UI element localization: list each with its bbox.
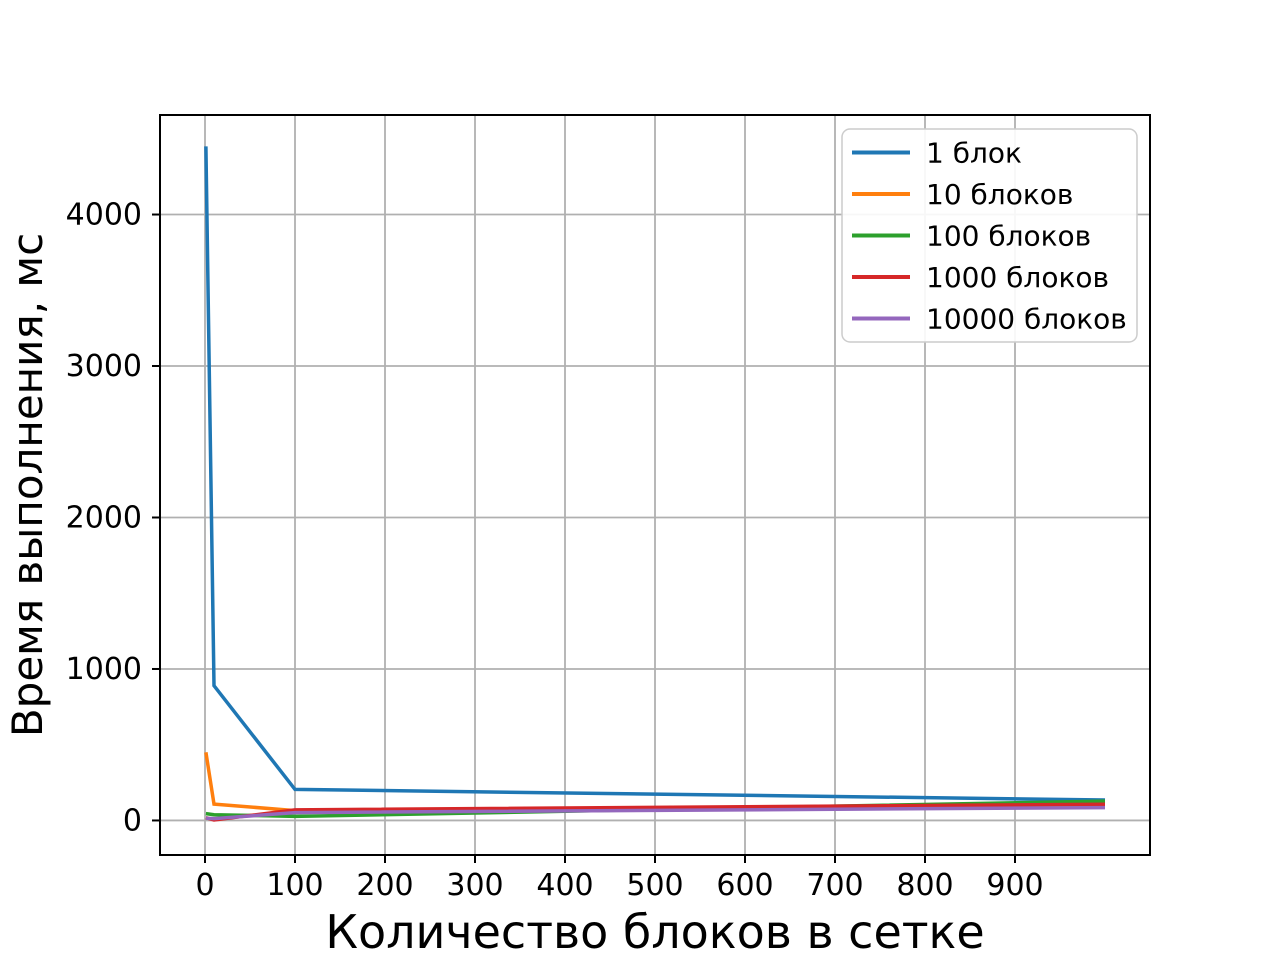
x-tick-label: 0 — [195, 868, 214, 903]
y-tick-label: 2000 — [66, 500, 142, 535]
x-tick-label: 800 — [896, 868, 953, 903]
legend-label-4: 10000 блоков — [926, 303, 1127, 336]
legend-label-1: 10 блоков — [926, 178, 1073, 211]
x-tick-label: 100 — [266, 868, 323, 903]
y-tick-label: 0 — [123, 803, 142, 838]
x-axis-label: Количество блоков в сетке — [325, 905, 984, 959]
grid-layer — [160, 115, 1150, 855]
y-tick-label: 4000 — [66, 198, 142, 233]
series-line-0 — [204, 146, 1106, 802]
legend-label-3: 1000 блоков — [926, 261, 1109, 294]
tick-layer: 0 100 200 300 400 500 600 700 800 900 0 1000 2000 300… — [66, 198, 1044, 903]
series-line-4 — [205, 805, 1106, 821]
legend: 1 блок 10 блоков 100 блоков 1000 блоков 1000… — [841, 128, 1138, 343]
series-layer — [204, 146, 1106, 822]
x-tick-label: 300 — [446, 868, 503, 903]
y-tick-label: 3000 — [66, 349, 142, 384]
legend-label-0: 1 блок — [926, 137, 1022, 170]
y-tick-label: 1000 — [66, 652, 142, 687]
x-tick-label: 600 — [716, 868, 773, 903]
y-axis-label: Время выполнения, мс — [3, 233, 52, 737]
x-tick-label: 700 — [806, 868, 863, 903]
legend-box — [841, 128, 1138, 343]
x-tick-label: 400 — [536, 868, 593, 903]
x-tick-label: 900 — [986, 868, 1043, 903]
x-tick-label: 500 — [626, 868, 683, 903]
x-tick-label: 200 — [356, 868, 413, 903]
legend-label-2: 100 блоков — [926, 220, 1091, 253]
